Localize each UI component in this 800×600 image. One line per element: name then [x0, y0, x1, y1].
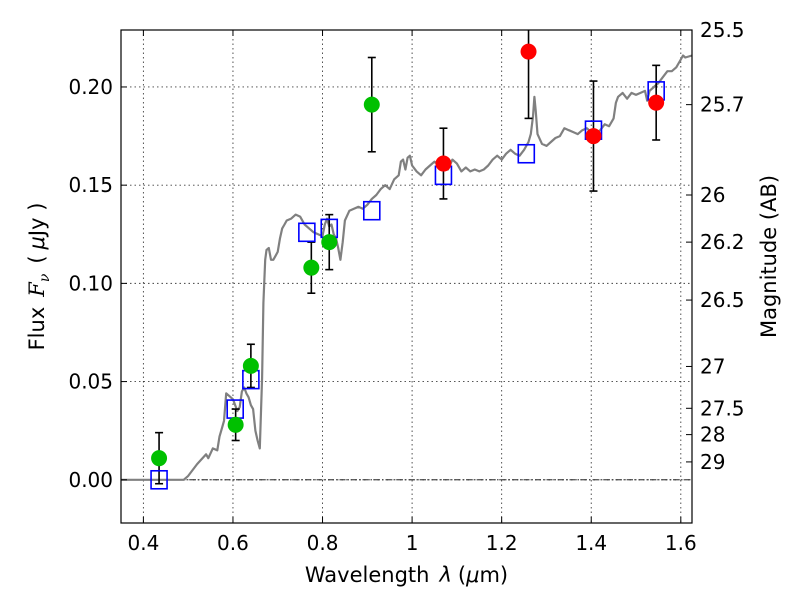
y-tick-label: 0.20 — [68, 75, 113, 99]
x-axis-label: Wavelength — [305, 563, 430, 587]
y2-tick-label: 27.5 — [700, 396, 745, 420]
x-tick-label: 0.4 — [127, 531, 159, 555]
photometry-point — [303, 259, 320, 276]
model-photometry-squares — [150, 81, 665, 490]
observed-photometry-points — [151, 43, 665, 467]
photometry-point — [227, 416, 244, 433]
x-tick-label: 1.6 — [665, 531, 697, 555]
y2-tick-label: 28 — [700, 423, 725, 447]
model-photometry-square — [298, 222, 316, 243]
photometry-point — [363, 96, 380, 113]
photometry-point — [435, 155, 452, 172]
model-photometry-square — [362, 200, 381, 221]
x-tick-label: 0.8 — [307, 531, 339, 555]
photometry-point — [585, 128, 602, 145]
plot-frame — [120, 29, 693, 524]
y-axis-unit-mu: μ — [25, 236, 49, 250]
y2-tick-label: 27 — [700, 354, 725, 378]
x-axis-unit-close: m) — [479, 563, 508, 587]
y-axis-symbol: F — [25, 281, 49, 298]
x-axis-symbol: λ — [438, 563, 451, 587]
error-bars — [155, 30, 661, 485]
y-axis-label: Flux — [25, 307, 49, 351]
y-axis-title: Flux Fν ( μJy ) — [25, 203, 53, 351]
y2-axis-title: Magnitude (AB) — [757, 175, 781, 338]
photometry-point — [321, 234, 338, 251]
y2-tick-label: 26 — [700, 183, 725, 207]
x-axis-unit-open: ( — [458, 563, 466, 587]
x-tick-label: 1 — [406, 531, 419, 555]
x-tick-label: 1.4 — [575, 531, 607, 555]
model-photometry-square — [150, 469, 168, 490]
model-photometry-square — [517, 143, 536, 164]
y-axis-unit-open: ( — [25, 255, 49, 263]
y-tick-label: 0.10 — [68, 271, 113, 295]
model-spectrum — [121, 54, 693, 481]
grid — [121, 30, 692, 523]
y2-tick-label: 26.2 — [700, 230, 745, 254]
y2-tick-label: 26.5 — [700, 288, 745, 312]
photometry-point — [151, 450, 168, 467]
x-tick-label: 0.6 — [217, 531, 249, 555]
y2-tick-label: 25.5 — [700, 18, 745, 42]
y-axis-unit-close: Jy ) — [25, 203, 49, 239]
spectrum-line — [121, 54, 693, 481]
y2-tick-label: 29 — [700, 450, 725, 474]
x-axis-title: Wavelength λ (μm) — [305, 563, 508, 587]
y-tick-label: 0.15 — [68, 173, 113, 197]
photometry-point — [520, 43, 537, 60]
y-tick-label: 0.05 — [68, 370, 113, 394]
photometry-point — [242, 357, 259, 374]
y2-tick-label: 25.7 — [700, 93, 745, 117]
y-axis-subscript: ν — [37, 273, 53, 282]
x-tick-label: 1.2 — [486, 531, 518, 555]
y-tick-label: 0.00 — [68, 468, 113, 492]
x-axis-unit-mu: μ — [465, 563, 479, 587]
photometry-point — [648, 94, 665, 111]
ticks: 0.4 0.6 0.8 1 1.2 1.4 1.6 0.00 0.05 0.10 0.15 0.20 2… — [68, 18, 744, 555]
